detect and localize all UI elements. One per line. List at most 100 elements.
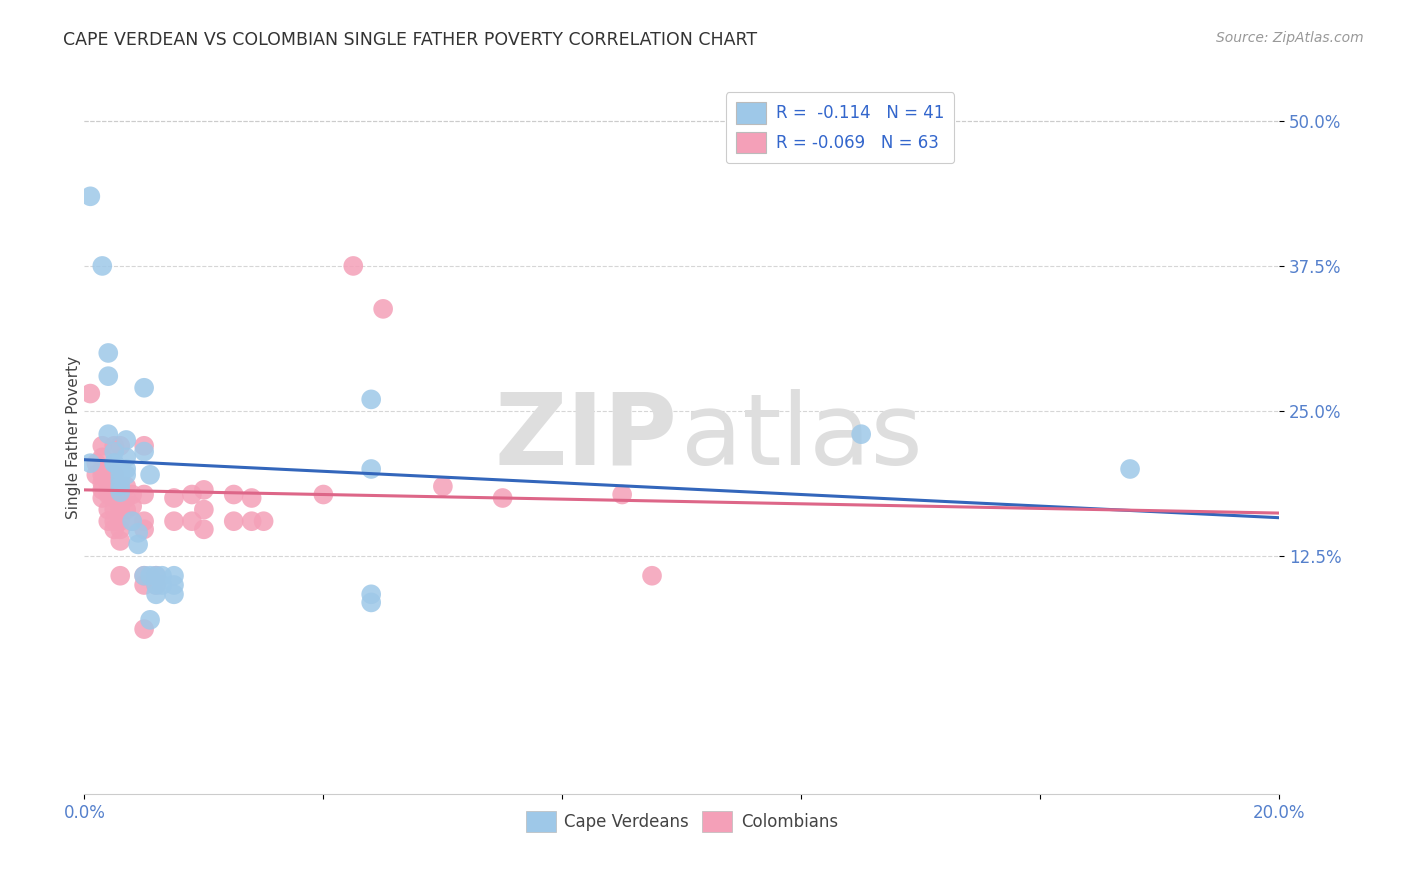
Text: ZIP: ZIP	[495, 389, 678, 485]
Point	[145, 568, 167, 582]
Point	[222, 487, 245, 501]
Point	[253, 514, 276, 528]
Point	[121, 487, 143, 501]
Point	[97, 427, 120, 442]
Point	[150, 568, 173, 582]
Point	[121, 514, 143, 528]
Point	[103, 522, 125, 536]
Point	[91, 483, 114, 497]
Point	[163, 578, 186, 592]
Point	[91, 491, 114, 505]
Point	[103, 502, 125, 516]
Point	[91, 467, 114, 482]
Point	[110, 514, 132, 528]
Point	[145, 568, 167, 582]
Point	[181, 487, 204, 501]
Point	[222, 514, 245, 528]
Text: atlas: atlas	[681, 389, 922, 485]
Point	[360, 462, 382, 476]
Point	[193, 522, 215, 536]
Point	[127, 525, 149, 540]
Point	[91, 475, 114, 490]
Point	[110, 439, 132, 453]
Point	[97, 475, 120, 490]
Point	[240, 491, 263, 505]
Point	[240, 514, 263, 528]
Point	[360, 587, 382, 601]
Point	[127, 537, 149, 551]
Point	[79, 386, 101, 401]
Point	[115, 479, 138, 493]
Point	[145, 587, 167, 601]
Point	[97, 369, 120, 384]
Point	[91, 259, 114, 273]
Point	[163, 587, 186, 601]
Point	[181, 514, 204, 528]
Point	[91, 462, 114, 476]
Point	[139, 613, 162, 627]
Point	[110, 474, 132, 488]
Point	[132, 568, 156, 582]
Point	[115, 433, 138, 447]
Point	[373, 301, 395, 316]
Text: CAPE VERDEAN VS COLOMBIAN SINGLE FATHER POVERTY CORRELATION CHART: CAPE VERDEAN VS COLOMBIAN SINGLE FATHER …	[63, 31, 758, 49]
Point	[91, 450, 114, 465]
Point	[79, 189, 101, 203]
Point	[110, 568, 132, 582]
Point	[103, 514, 125, 528]
Point	[115, 491, 138, 505]
Point	[360, 595, 382, 609]
Point	[110, 485, 132, 500]
Point	[132, 381, 156, 395]
Point	[492, 491, 515, 505]
Point	[110, 533, 132, 548]
Point	[150, 578, 173, 592]
Point	[86, 467, 108, 482]
Point	[163, 568, 186, 582]
Point	[91, 439, 114, 453]
Point	[139, 568, 162, 582]
Point	[97, 487, 120, 501]
Point	[360, 392, 382, 407]
Point	[121, 514, 143, 528]
Point	[110, 522, 132, 536]
Point	[193, 502, 215, 516]
Point	[132, 578, 156, 592]
Point	[115, 462, 138, 476]
Point	[110, 502, 132, 516]
Legend: Cape Verdeans, Colombians: Cape Verdeans, Colombians	[519, 805, 845, 839]
Point	[97, 346, 120, 360]
Point	[97, 514, 120, 528]
Point	[1119, 462, 1142, 476]
Point	[110, 462, 132, 476]
Point	[145, 578, 167, 592]
Point	[115, 450, 138, 465]
Point	[103, 479, 125, 493]
Point	[163, 514, 186, 528]
Point	[312, 487, 335, 501]
Point	[103, 456, 125, 470]
Point	[132, 568, 156, 582]
Point	[163, 491, 186, 505]
Point	[115, 502, 138, 516]
Point	[121, 499, 143, 513]
Point	[132, 622, 156, 636]
Point	[612, 487, 634, 501]
Point	[115, 467, 138, 482]
Point	[851, 427, 873, 442]
Point	[132, 439, 156, 453]
Point	[110, 491, 132, 505]
Point	[79, 456, 101, 470]
Text: Source: ZipAtlas.com: Source: ZipAtlas.com	[1216, 31, 1364, 45]
Point	[432, 479, 454, 493]
Point	[97, 502, 120, 516]
Point	[103, 491, 125, 505]
Point	[145, 578, 167, 592]
Point	[342, 259, 364, 273]
Point	[132, 522, 156, 536]
Point	[641, 568, 664, 582]
Point	[86, 456, 108, 470]
Point	[132, 514, 156, 528]
Point	[110, 467, 132, 482]
Point	[193, 483, 215, 497]
